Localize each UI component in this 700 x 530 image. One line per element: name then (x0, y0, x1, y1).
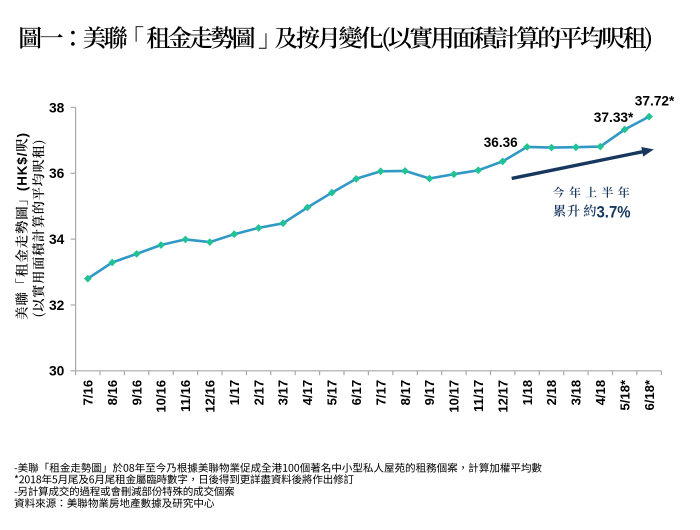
svg-text:36: 36 (49, 166, 65, 181)
svg-text:7/17: 7/17 (373, 380, 388, 405)
svg-text:11/17: 11/17 (471, 380, 486, 412)
svg-text:8/16: 8/16 (105, 380, 120, 405)
svg-text:2/17: 2/17 (251, 380, 266, 405)
svg-text:10/16: 10/16 (154, 380, 169, 413)
svg-text:8/17: 8/17 (398, 380, 413, 405)
svg-text:10/17: 10/17 (447, 380, 462, 413)
svg-text:12/16: 12/16 (203, 380, 218, 413)
svg-text:9/17: 9/17 (422, 380, 437, 405)
svg-text:37.72*: 37.72* (635, 94, 675, 109)
svg-text:6/17: 6/17 (349, 380, 364, 405)
svg-text:1/18: 1/18 (520, 380, 535, 405)
svg-text:34: 34 (49, 232, 65, 247)
svg-text:36.36: 36.36 (484, 135, 518, 150)
svg-text:11/16: 11/16 (178, 380, 193, 412)
svg-text:3/17: 3/17 (276, 380, 291, 405)
svg-text:4/17: 4/17 (300, 380, 315, 405)
svg-text:9/16: 9/16 (129, 380, 144, 405)
svg-text:32: 32 (49, 298, 65, 313)
svg-text:7/16: 7/16 (81, 380, 96, 405)
svg-text:1/17: 1/17 (227, 380, 242, 405)
svg-text:5/18*: 5/18* (617, 379, 632, 410)
svg-text:12/17: 12/17 (495, 380, 510, 413)
svg-text:38: 38 (49, 100, 65, 115)
svg-text:37.33*: 37.33* (594, 110, 634, 125)
svg-text:4/18: 4/18 (593, 380, 608, 405)
svg-text:2/18: 2/18 (544, 380, 559, 405)
svg-text:3.7%: 3.7% (597, 203, 631, 222)
svg-text:6/18*: 6/18* (642, 379, 657, 410)
svg-text:5/17: 5/17 (325, 380, 340, 405)
svg-text:30: 30 (49, 364, 65, 379)
svg-text:3/18: 3/18 (569, 380, 584, 405)
